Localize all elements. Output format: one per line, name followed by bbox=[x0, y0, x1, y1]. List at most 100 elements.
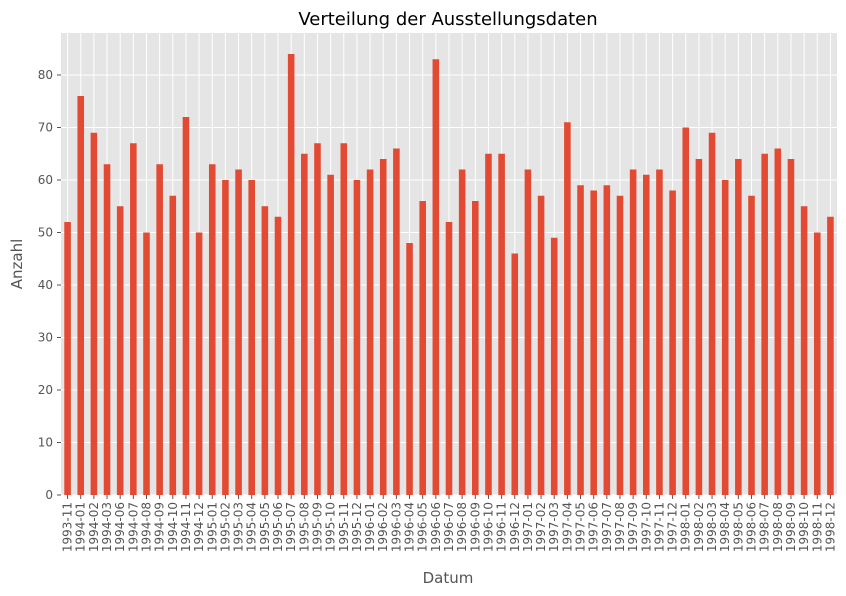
bar bbox=[419, 201, 426, 495]
x-tick-label: 1998-12 bbox=[823, 502, 837, 552]
y-tick-label: 20 bbox=[38, 383, 53, 397]
x-tick-label: 1995-02 bbox=[218, 502, 232, 552]
x-tick-label: 1994-06 bbox=[113, 502, 127, 552]
x-tick-label: 1998-11 bbox=[810, 502, 824, 552]
bar bbox=[130, 143, 137, 495]
x-tick-label: 1997-02 bbox=[534, 502, 548, 552]
y-tick-label: 0 bbox=[45, 488, 53, 502]
bar bbox=[603, 185, 611, 495]
chart-title: Verteilung der Ausstellungsdaten bbox=[298, 9, 597, 30]
x-tick-labels: 1993-11 1994-01 1994-02 1994-03 1994-06 1994-… bbox=[61, 495, 837, 552]
x-tick-label: 1995-06 bbox=[271, 502, 285, 552]
x-tick-label: 1995-05 bbox=[258, 502, 272, 552]
bar bbox=[485, 153, 492, 495]
bar bbox=[813, 232, 821, 495]
bar bbox=[577, 185, 584, 495]
bar bbox=[143, 232, 150, 495]
x-tick-label: 1997-05 bbox=[574, 502, 588, 552]
x-tick-label: 1995-11 bbox=[337, 502, 351, 552]
bar bbox=[314, 143, 321, 495]
bar bbox=[261, 206, 269, 495]
bar bbox=[682, 127, 690, 495]
bar bbox=[64, 222, 71, 495]
bar bbox=[353, 180, 361, 495]
bar bbox=[432, 59, 440, 495]
bar bbox=[445, 222, 453, 495]
bar bbox=[748, 195, 755, 495]
bar bbox=[721, 180, 729, 495]
x-tick-label: 1996-09 bbox=[468, 502, 482, 552]
x-tick-label: 1998-08 bbox=[771, 502, 785, 552]
x-tick-label: 1993-11 bbox=[61, 502, 75, 552]
x-tick-label: 1995-12 bbox=[350, 502, 364, 552]
bar bbox=[274, 216, 282, 495]
x-tick-label: 1997-09 bbox=[626, 502, 640, 552]
bar bbox=[248, 180, 255, 495]
x-tick-label: 1996-08 bbox=[455, 502, 469, 552]
bar bbox=[340, 143, 348, 495]
bar bbox=[564, 122, 571, 495]
x-tick-label: 1997-11 bbox=[652, 502, 666, 552]
x-tick-label: 1994-11 bbox=[179, 502, 193, 552]
x-tick-label: 1995-04 bbox=[245, 502, 259, 552]
x-tick-label: 1997-03 bbox=[547, 502, 561, 552]
bar bbox=[616, 195, 624, 495]
bar bbox=[643, 174, 650, 495]
bar bbox=[287, 54, 295, 495]
bar bbox=[301, 153, 308, 495]
bar bbox=[787, 159, 795, 495]
x-tick-label: 1994-01 bbox=[74, 502, 88, 552]
bar bbox=[103, 164, 111, 495]
x-tick-label: 1998-03 bbox=[705, 502, 719, 552]
bar bbox=[235, 169, 242, 495]
x-tick-label: 1995-10 bbox=[324, 502, 338, 552]
bar bbox=[182, 117, 190, 495]
x-tick-label: 1998-09 bbox=[784, 502, 798, 552]
y-tick-label: 30 bbox=[38, 331, 53, 345]
bar bbox=[156, 164, 163, 495]
x-tick-label: 1996-01 bbox=[363, 502, 377, 552]
bar bbox=[472, 201, 479, 495]
bar bbox=[761, 153, 768, 495]
bar bbox=[524, 169, 532, 495]
y-axis-label: Anzahl bbox=[8, 239, 26, 290]
bar bbox=[669, 190, 676, 495]
bar bbox=[327, 174, 334, 495]
bar bbox=[169, 195, 177, 495]
x-tick-label: 1996-11 bbox=[495, 502, 509, 552]
x-tick-label: 1995-08 bbox=[297, 502, 311, 552]
x-tick-label: 1994-07 bbox=[126, 502, 140, 552]
x-tick-label: 1998-04 bbox=[718, 502, 732, 552]
x-tick-label: 1995-09 bbox=[310, 502, 324, 552]
y-tick-labels: 0 10 20 30 40 50 60 70 80 bbox=[38, 68, 61, 502]
x-tick-label: 1996-02 bbox=[376, 502, 390, 552]
x-tick-label: 1994-09 bbox=[153, 502, 167, 552]
x-tick-label: 1996-12 bbox=[508, 502, 522, 552]
y-tick-label: 70 bbox=[38, 121, 53, 135]
x-tick-label: 1996-04 bbox=[403, 502, 417, 552]
bar bbox=[590, 190, 597, 495]
bar bbox=[656, 169, 663, 495]
bar bbox=[735, 159, 742, 495]
x-tick-label: 1995-03 bbox=[232, 502, 246, 552]
bars bbox=[64, 54, 834, 495]
x-tick-label: 1998-06 bbox=[745, 502, 759, 552]
x-tick-label: 1997-08 bbox=[613, 502, 627, 552]
x-tick-label: 1998-02 bbox=[692, 502, 706, 552]
bar bbox=[458, 169, 466, 495]
x-tick-label: 1998-10 bbox=[797, 502, 811, 552]
y-tick-label: 40 bbox=[38, 278, 53, 292]
bar bbox=[393, 148, 400, 495]
bar bbox=[708, 132, 716, 495]
y-tick-label: 60 bbox=[38, 173, 53, 187]
bar bbox=[406, 243, 413, 495]
x-tick-label: 1995-07 bbox=[284, 502, 298, 552]
bar bbox=[629, 169, 637, 495]
x-tick-label: 1997-01 bbox=[521, 502, 535, 552]
bar bbox=[379, 159, 387, 495]
x-tick-label: 1998-01 bbox=[679, 502, 693, 552]
x-tick-label: 1995-01 bbox=[205, 502, 219, 552]
y-tick-label: 50 bbox=[38, 226, 53, 240]
x-tick-label: 1998-05 bbox=[731, 502, 745, 552]
y-tick-label: 80 bbox=[38, 68, 53, 82]
